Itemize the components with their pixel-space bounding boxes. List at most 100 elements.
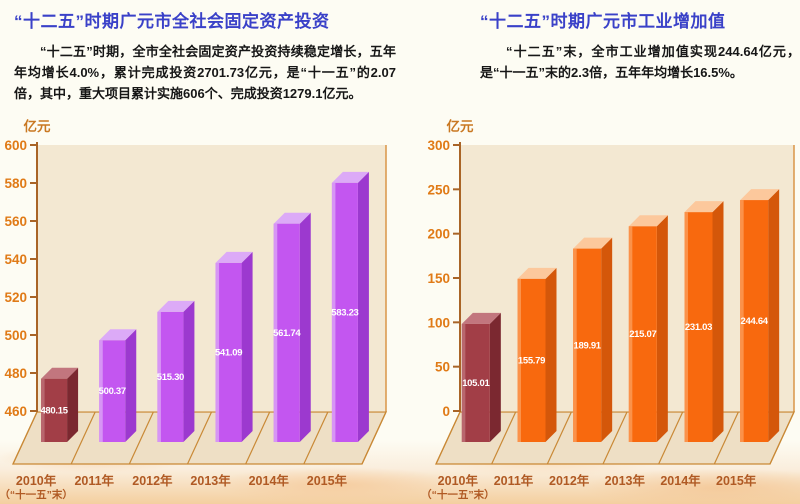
bar-side-face [299, 212, 311, 442]
y-tick-label: 100 [427, 315, 450, 330]
bar-top-face [41, 367, 79, 379]
bar-side-face [67, 367, 79, 442]
bar-top-face [684, 201, 724, 213]
bar-2012年: 515.30 [157, 300, 195, 442]
bar-edge-highlight [461, 323, 466, 442]
bar-value-label: 189.91 [574, 340, 602, 351]
category-sublabel: （“十一五”末） [421, 488, 495, 501]
floor-divider [245, 411, 271, 465]
y-tick-label: 480 [4, 366, 27, 381]
floor-divider [435, 411, 461, 465]
category-label: 2014年 [660, 473, 701, 488]
chart-wall [460, 145, 794, 411]
category-label: 2013年 [605, 473, 646, 488]
category-label: 2015年 [716, 473, 757, 488]
bar-2014年: 561.74 [273, 212, 311, 442]
y-tick-label: 560 [4, 214, 27, 229]
bar-front-face [517, 278, 546, 442]
bar-front-face [628, 226, 657, 442]
bar-edge-highlight [99, 340, 103, 442]
bar-edge-highlight [331, 182, 336, 442]
bar-front-face [740, 200, 769, 442]
left-section-description: “十二五”时期，全市全社会固定资产投资持续稳定增长，五年年均增长4.0%，累计完… [14, 44, 396, 101]
bar-value-label: 231.03 [685, 322, 712, 333]
category-label: 2013年 [190, 473, 231, 488]
bar-edge-highlight [573, 248, 577, 442]
floor-divider [128, 411, 154, 465]
bar-2014年: 231.03 [684, 201, 724, 442]
bar-side-face [656, 215, 668, 442]
unit-label: 亿元 [447, 118, 474, 134]
bar-edge-highlight [41, 378, 45, 442]
industrial-added-value-chart: 0 50 100 150 200 250 300 亿元 105.01 155.79 189.91 21… [421, 118, 796, 501]
chart-wall [37, 145, 386, 411]
floor-divider [70, 411, 96, 465]
y-tick-label: 150 [427, 271, 450, 286]
bar-2013年: 541.09 [215, 251, 253, 442]
bar-top-face [273, 212, 311, 224]
y-tick-label: 460 [4, 404, 27, 419]
bar-top-face [573, 237, 613, 249]
floor-divider [361, 411, 387, 465]
bar-front-face [41, 378, 68, 442]
floor-divider [12, 411, 38, 465]
bar-value-label: 500.37 [99, 386, 126, 397]
y-tick-label: 520 [4, 290, 27, 305]
bar-side-face [183, 300, 195, 442]
bar-edge-highlight [517, 278, 521, 442]
bar-edge-highlight [157, 311, 161, 442]
floor-divider [769, 411, 795, 465]
bar-value-label: 515.30 [157, 372, 184, 383]
bar-2012年: 189.91 [573, 237, 613, 442]
bar-2013年: 215.07 [628, 215, 668, 442]
floor-divider [303, 411, 329, 465]
right-section-description: “十二五”末，全市工业增加值实现244.64亿元，是“十一五”末的2.3倍，五年… [480, 44, 800, 80]
bar-2015年: 583.23 [331, 171, 369, 442]
y-tick-label: 500 [4, 328, 27, 343]
bar-top-face [628, 215, 668, 227]
bar-2015年: 244.64 [740, 189, 780, 442]
bar-edge-highlight [273, 223, 278, 442]
right-section: “十二五”时期广元市工业增加值 “十二五”末，全市工业增加值实现244.64亿元… [480, 0, 800, 83]
bar-top-face [517, 267, 557, 279]
bar-top-face [99, 329, 137, 341]
bar-side-face [601, 237, 613, 442]
floor-divider [186, 411, 213, 465]
bar-front-face [573, 248, 602, 442]
bar-2011年: 155.79 [517, 267, 557, 442]
bar-value-label: 215.07 [629, 329, 656, 340]
y-tick-label: 580 [4, 176, 27, 191]
bar-value-label: 541.09 [215, 347, 242, 358]
bar-top-face [740, 189, 780, 201]
bar-edge-highlight [740, 200, 744, 442]
bar-2011年: 500.37 [99, 329, 137, 442]
floor-divider [602, 411, 628, 465]
bar-top-face [461, 312, 501, 324]
bar-2010年: 105.01 [461, 312, 501, 442]
bar-value-label: 244.64 [741, 316, 769, 327]
bar-value-label: 583.23 [331, 307, 358, 318]
category-label: 2015年 [307, 473, 348, 488]
bar-front-face [273, 223, 300, 442]
bar-front-face [99, 340, 126, 442]
bar-front-face [215, 262, 242, 442]
y-tick-label: 300 [427, 138, 450, 153]
floor-divider [491, 411, 517, 465]
y-tick-label: 200 [427, 227, 450, 242]
bar-side-face [241, 251, 253, 442]
y-tick-label: 0 [442, 404, 450, 419]
bar-edge-highlight [628, 226, 633, 442]
bar-value-label: 561.74 [273, 328, 301, 339]
left-section-title: “十二五”时期广元市全社会固定资产投资 [14, 12, 330, 31]
y-tick-label: 250 [427, 182, 450, 197]
category-label: 2012年 [549, 473, 590, 488]
bar-top-face [331, 171, 369, 183]
bar-top-face [215, 251, 253, 263]
category-label: 2010年 [438, 473, 479, 488]
category-label: 2011年 [494, 473, 534, 488]
floor-divider [546, 411, 572, 465]
bar-side-face [125, 329, 137, 442]
y-tick-label: 50 [435, 360, 450, 375]
floor-divider [658, 411, 684, 465]
bar-edge-highlight [215, 262, 220, 442]
